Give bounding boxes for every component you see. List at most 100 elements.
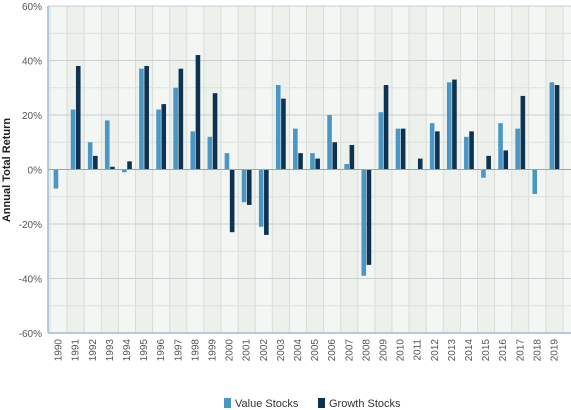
growth-stocks-bar-1992 bbox=[93, 155, 98, 170]
value-stocks-bar-2013 bbox=[446, 82, 452, 170]
legend-label: Growth Stocks bbox=[329, 398, 401, 410]
value-stocks-bar-2000 bbox=[224, 153, 230, 170]
growth-stocks-bar-2005 bbox=[315, 158, 320, 170]
x-tick-label: 1997 bbox=[173, 339, 184, 362]
x-tick-label: 1990 bbox=[54, 339, 65, 362]
x-tick-label: 2018 bbox=[532, 339, 543, 362]
growth-stocks-bar-2010 bbox=[400, 128, 406, 170]
y-tick-label: -20% bbox=[19, 220, 42, 231]
x-tick-label: 1998 bbox=[190, 339, 201, 362]
growth-stocks-bar-2003 bbox=[281, 98, 286, 170]
growth-stocks-bar-2000 bbox=[229, 169, 235, 233]
value-stocks-bar-1991 bbox=[70, 109, 76, 170]
x-tick-labels: 1990 1991 1992 1993 1994 1995 1996 1997 1998 1999… bbox=[54, 339, 561, 362]
x-tick-label: 2002 bbox=[259, 339, 270, 362]
x-tick-label: 2003 bbox=[276, 339, 287, 362]
growth-stocks-bar-1998 bbox=[195, 55, 201, 170]
growth-stocks-bar-1994 bbox=[127, 161, 132, 170]
x-tick-label: 2010 bbox=[396, 339, 407, 362]
growth-stocks-bar-2014 bbox=[469, 131, 474, 170]
value-stocks-bar-2015 bbox=[481, 169, 486, 178]
growth-stocks-bar-2008 bbox=[366, 169, 372, 265]
x-tick-label: 2004 bbox=[293, 339, 304, 362]
value-stocks-bar-2016 bbox=[498, 123, 503, 170]
value-stocks-bar-2006 bbox=[327, 115, 332, 170]
growth-stocks-bar-2009 bbox=[383, 85, 389, 170]
value-stocks-bar-2001 bbox=[241, 169, 247, 203]
growth-stocks-bar-2006 bbox=[332, 142, 338, 170]
x-tick-label: 1999 bbox=[207, 339, 218, 362]
value-stocks-bar-1995 bbox=[139, 68, 144, 170]
x-tick-label: 2001 bbox=[242, 339, 253, 362]
growth-stocks-bar-1999 bbox=[212, 93, 218, 170]
growth-stocks-bar-2016 bbox=[503, 150, 509, 170]
growth-stocks-bar-2012 bbox=[435, 131, 440, 170]
x-tick-label: 2012 bbox=[430, 339, 441, 362]
y-tick-label: 0% bbox=[28, 166, 43, 177]
x-tick-label: 2017 bbox=[515, 339, 526, 362]
growth-stocks-bar-2013 bbox=[452, 79, 457, 170]
y-axis-label: Annual Total Return bbox=[1, 118, 13, 223]
value-stocks-bar-2018 bbox=[532, 169, 538, 195]
value-stocks-bar-1994 bbox=[122, 169, 127, 173]
growth-stocks-bar-2019 bbox=[554, 85, 560, 170]
value-stocks-bar-2009 bbox=[378, 112, 384, 170]
axes bbox=[47, 6, 571, 334]
x-tick-label: 2008 bbox=[361, 339, 372, 362]
growth-stocks-bar-1993 bbox=[110, 166, 115, 170]
y-tick-label: -60% bbox=[19, 329, 42, 340]
x-tick-label: 2019 bbox=[549, 339, 560, 362]
value-stocks-bar-1998 bbox=[190, 131, 196, 170]
value-stocks-bar-2014 bbox=[464, 136, 469, 170]
value-stocks-bar-2007 bbox=[344, 164, 349, 170]
growth-stocks-bar-2007 bbox=[349, 144, 355, 170]
value-stocks-bar-1992 bbox=[87, 142, 93, 170]
legend-swatch bbox=[318, 398, 325, 408]
value-stocks-bar-2012 bbox=[429, 123, 435, 170]
x-tick-label: 2011 bbox=[413, 339, 424, 361]
value-stocks-bar-1996 bbox=[156, 109, 161, 170]
x-tick-label: 2006 bbox=[327, 339, 338, 362]
value-stocks-bar-1997 bbox=[173, 87, 178, 170]
growth-stocks-bar-2002 bbox=[264, 169, 269, 235]
growth-stocks-bar-2015 bbox=[486, 155, 491, 170]
x-tick-label: 1994 bbox=[122, 339, 133, 362]
legend: Value Stocks Growth Stocks bbox=[224, 398, 401, 410]
growth-stocks-bar-2011 bbox=[417, 158, 423, 170]
growth-stocks-bar-1996 bbox=[161, 104, 167, 170]
growth-stocks-bar-1997 bbox=[178, 68, 184, 170]
value-stocks-bar-1993 bbox=[104, 120, 110, 170]
value-stocks-bar-2019 bbox=[549, 82, 555, 170]
value-stocks-bar-2004 bbox=[293, 128, 298, 170]
x-tick-label: 2009 bbox=[378, 339, 389, 362]
legend-swatch bbox=[224, 398, 231, 408]
x-tick-label: 2014 bbox=[464, 339, 475, 362]
bars bbox=[53, 55, 560, 276]
growth-stocks-bar-1991 bbox=[75, 65, 81, 170]
legend-label: Value Stocks bbox=[235, 398, 299, 410]
y-tick-label: 40% bbox=[22, 57, 42, 68]
value-stocks-bar-2008 bbox=[361, 169, 367, 276]
x-tick-label: 2000 bbox=[225, 339, 236, 362]
y-tick-label: 60% bbox=[22, 2, 42, 13]
value-stocks-bar-1999 bbox=[207, 136, 213, 170]
growth-stocks-bar-1995 bbox=[144, 65, 149, 170]
x-tick-label: 1995 bbox=[139, 339, 150, 362]
x-tick-label: 2016 bbox=[498, 339, 509, 362]
growth-stocks-bar-2017 bbox=[520, 95, 526, 170]
y-tick-labels: -60% -40% -20% 0% 20% 40% 60% bbox=[19, 2, 42, 340]
x-tick-label: 1993 bbox=[105, 339, 116, 362]
value-stocks-bar-1990 bbox=[53, 169, 59, 189]
x-tick-label: 1992 bbox=[88, 339, 99, 362]
x-tick-label: 1996 bbox=[156, 339, 167, 362]
value-stocks-bar-2017 bbox=[515, 128, 520, 170]
x-tick-label: 1991 bbox=[71, 339, 82, 362]
x-tick-label: 2007 bbox=[344, 339, 355, 362]
x-tick-label: 2005 bbox=[310, 339, 321, 362]
growth-stocks-bar-2004 bbox=[298, 153, 303, 170]
y-tick-label: -40% bbox=[19, 275, 42, 286]
value-stocks-bar-2010 bbox=[395, 128, 401, 170]
value-stocks-bar-2005 bbox=[310, 153, 315, 170]
y-tick-label: 20% bbox=[22, 111, 42, 122]
